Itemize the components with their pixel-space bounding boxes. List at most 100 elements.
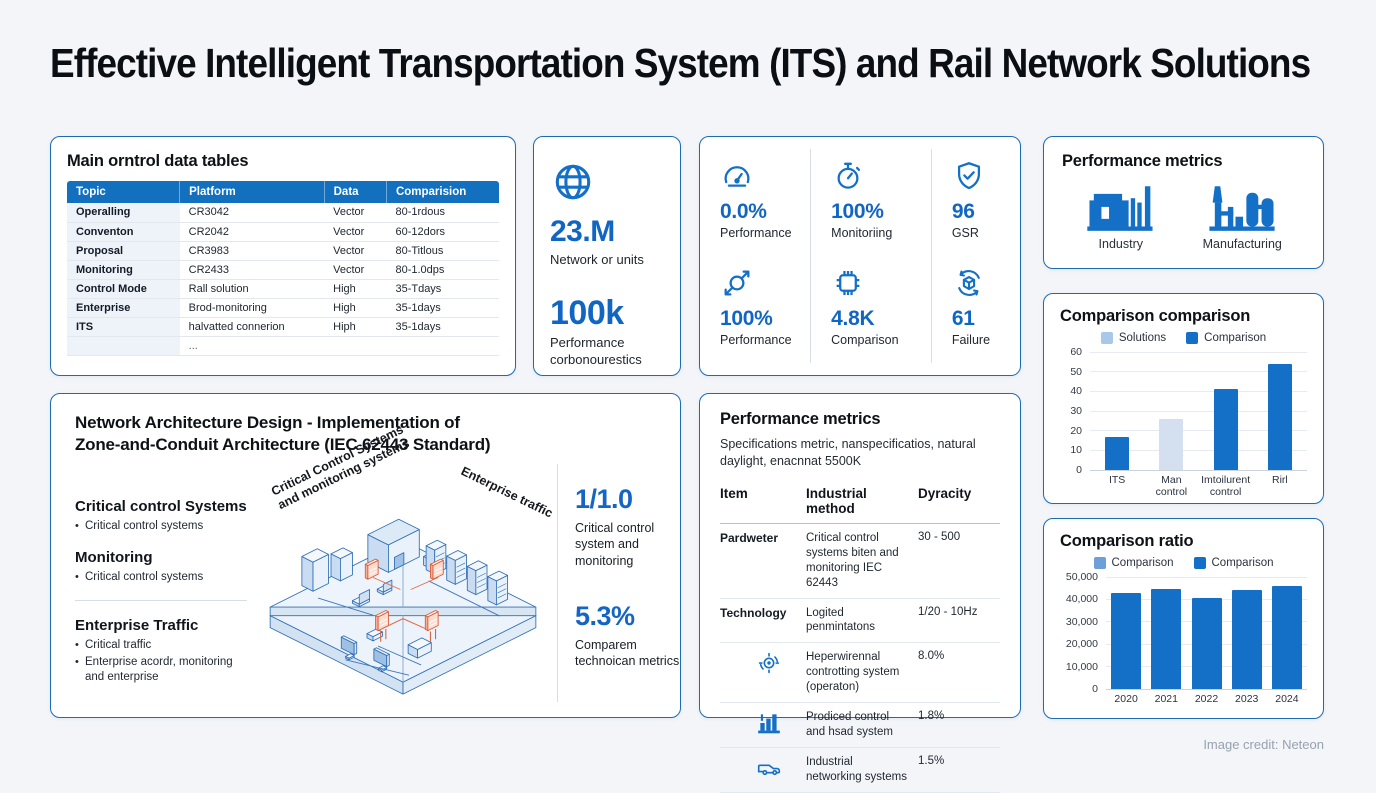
bar [1191, 597, 1222, 689]
zone-bullets: Critical control systems [75, 570, 247, 585]
architecture-stat: 5.3% Comparem technoican metrics [575, 601, 691, 670]
table-row: Control Mode Rall solution High 35-Tdays [67, 279, 499, 299]
y-tick-label: 0 [1076, 464, 1082, 476]
shield-check-icon [952, 159, 986, 193]
bar-slot [1253, 352, 1307, 470]
bar [1271, 586, 1302, 689]
y-tick-label: 10 [1070, 444, 1082, 457]
kpi-label: Comparison [831, 333, 899, 347]
diagram-line [377, 645, 422, 666]
table-cell: 35-1days [386, 317, 499, 337]
isometric-network-diagram [269, 518, 537, 695]
panel-title: Performance metrics [720, 410, 881, 428]
table-row: Conventon CR2042 Vector 60-12dors [67, 222, 499, 242]
stat-label: Comparem technoican metrics [575, 637, 680, 669]
x-axis-labels: 2020 2021 2022 2023 2024 [1106, 693, 1307, 705]
table-header-row: Topic Platform Data Comparision [67, 181, 499, 203]
bar-slot [1186, 577, 1226, 689]
table-cell: halvatted connerion [179, 317, 325, 337]
diagram-line [456, 573, 466, 578]
diagram-line [402, 618, 427, 630]
x-axis-labels: ITS Man control Imtoilurent control Rirl [1090, 474, 1307, 498]
zone-conduit-diagram: Critical Control Systems and monitoring … [253, 423, 555, 706]
metrics-value: 1.5% [918, 755, 945, 768]
table-row: ITS halvatted connerion Hiph 35-1days [67, 317, 499, 337]
factory-chart-icon [756, 710, 782, 736]
y-tick-label: 10,000 [1065, 660, 1098, 673]
chip-icon [831, 266, 865, 300]
diagram-shape [446, 555, 456, 585]
stat-label: Critical control system and monitoring [575, 521, 655, 568]
diagram-shape [364, 558, 379, 567]
metrics-value: 1.8% [918, 710, 945, 723]
architecture-stat: 1/1.0 Critical control system and monitor… [575, 484, 691, 569]
legend-label: Comparison [1204, 332, 1267, 344]
diagram-shape [487, 570, 508, 582]
diagram-line [318, 597, 374, 616]
metrics-header-cell: Industrial method [806, 485, 867, 516]
section-divider [75, 600, 247, 602]
bar [1231, 590, 1262, 689]
stat-value: 100k [550, 294, 624, 333]
table-cell [67, 336, 180, 356]
y-tick-label: 60 [1070, 346, 1082, 358]
bar-slot [1227, 577, 1267, 689]
gridline [1106, 576, 1307, 578]
chart-title: Comparison ratio [1060, 532, 1194, 550]
bar-slot [1146, 577, 1186, 689]
table-header-cell: Platform [179, 181, 325, 203]
kpi-value: 0.0% [720, 200, 767, 223]
metrics-row: Technology Logited penmintatons 1/20 - 10H… [720, 599, 1000, 644]
legend-item: Comparison [1193, 557, 1274, 569]
table-cell [324, 336, 387, 356]
metrics-header-row: Item Industrial method Dyracity [720, 482, 1000, 524]
diagram-line [428, 622, 438, 627]
x-tick-label: 2021 [1154, 693, 1178, 705]
stat-label: Performance corbonourestics [550, 335, 642, 367]
table-cell: Rall solution [179, 279, 325, 299]
diagram-shape [345, 653, 355, 659]
metrics-method: Logited penmintatons [806, 606, 876, 634]
chart-title: Comparison comparison [1060, 307, 1251, 325]
x-tick-label: Rirl [1272, 474, 1288, 486]
table-cell: Vector [324, 222, 387, 242]
metrics-item: Pardweter [720, 530, 779, 545]
metrics-value: 1/20 - 10Hz [918, 605, 978, 618]
industry-item: Manufacturing [1194, 181, 1290, 251]
metrics-row: Pardweter Critical control systems biten … [720, 524, 1000, 599]
x-tick-label: 2022 [1194, 693, 1219, 705]
diagram-line [477, 573, 486, 578]
x-tick-label: 2023 [1235, 693, 1259, 705]
table-cell: Vector [324, 241, 387, 261]
table-cell: Conventon [67, 222, 180, 242]
ratio-bar-chart: Comparison Comparison 50,000 40,000 30,000 20… [1060, 557, 1307, 705]
bar-slot [1144, 352, 1198, 470]
comparison-chart-panel: Comparison comparison Solutions Compariso… [1043, 293, 1324, 504]
network-stat: 23.M Network or units [550, 217, 664, 268]
diagram-line [477, 583, 486, 589]
table-cell: ITS [67, 317, 180, 337]
x-tick-label: 2020 [1114, 693, 1138, 705]
bar-slot [1106, 577, 1146, 689]
metrics-table: Item Industrial method Dyracity Pardweter Cr… [720, 482, 1000, 793]
y-tick-label: 50 [1070, 365, 1082, 378]
y-tick-label: 20 [1070, 424, 1082, 437]
diagram-shape [340, 635, 358, 645]
kpi-item: 0.0% Performance [700, 149, 810, 256]
cube-sync-icon [952, 266, 986, 300]
diagram-shape [446, 550, 467, 561]
zone-heading: Enterprise Traffic [75, 617, 199, 635]
legend-item: Comparison [1093, 557, 1174, 569]
diagram-shape [358, 589, 370, 605]
bar-slot [1090, 352, 1144, 470]
legend-item: Solutions [1100, 332, 1166, 344]
architecture-body: Critical control Systems Critical control… [75, 423, 679, 706]
data-table: Topic Platform Data Comparision Operalling C… [67, 181, 499, 356]
diagram-shape [330, 547, 353, 560]
gridline [1090, 410, 1307, 412]
kpi-value: 100% [720, 307, 773, 330]
legend-label: Comparison [1211, 557, 1274, 569]
kpi-value: 61 [951, 307, 975, 330]
table-row: Monitoring CR2433 Vector 80-1.0dps [67, 260, 499, 280]
chart-legend: Solutions Comparison [1060, 332, 1307, 344]
